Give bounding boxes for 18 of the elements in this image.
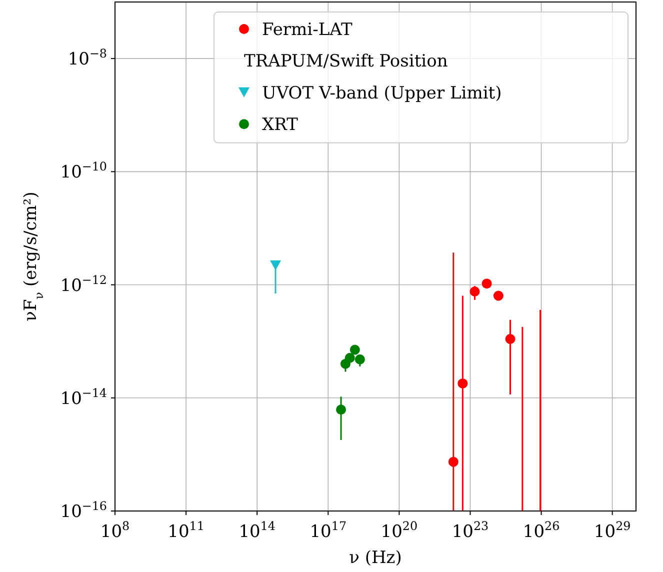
y-tick-label: 10$^{−16}$ xyxy=(60,499,107,522)
legend-label: UVOT V-band (Upper Limit) xyxy=(262,83,502,104)
x-tick-label: 10$^{20}$ xyxy=(380,519,418,542)
x-tick-label: 10$^{26}$ xyxy=(522,519,560,542)
y-tick-label: 10$^{−14}$ xyxy=(60,386,107,409)
legend-label: XRT xyxy=(262,115,299,136)
x-tick-label: 10$^{8}$ xyxy=(100,519,130,542)
y-tick-label: 10$^{−12}$ xyxy=(60,272,107,296)
x-axis-title: ν (Hz) xyxy=(349,548,402,568)
x-tick-label: 10$^{14}$ xyxy=(238,519,276,542)
x-tick-label: 10$^{11}$ xyxy=(168,519,204,542)
y-tick-label: 10$^{−8}$ xyxy=(68,46,107,70)
y-tick-label: 10$^{−10}$ xyxy=(60,160,107,183)
x-tick-label: 10$^{17}$ xyxy=(310,519,347,542)
legend-label: Fermi-LAT xyxy=(262,20,353,40)
text: TRAPUM/Swift Position xyxy=(244,52,448,72)
x-tick-label: 10$^{29}$ xyxy=(594,519,631,542)
x-tick-label: 10$^{23}$ xyxy=(452,519,489,542)
